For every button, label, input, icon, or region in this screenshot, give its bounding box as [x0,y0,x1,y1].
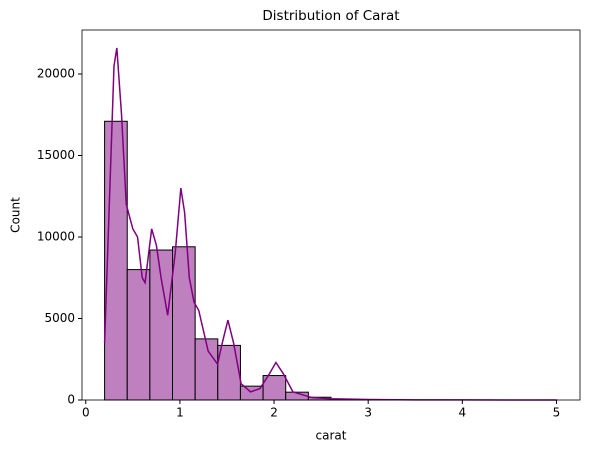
histogram-bar [195,339,218,400]
histogram-bar [173,247,196,400]
chart-title: Distribution of Carat [262,8,399,24]
x-tick-label: 4 [459,406,467,420]
histogram-bar [127,270,150,400]
histogram-bar [150,250,173,400]
y-tick-label: 5000 [44,311,75,325]
x-tick-label: 0 [82,406,90,420]
x-tick-label: 3 [364,406,372,420]
y-axis-label: Count [9,197,23,233]
x-tick-label: 5 [553,406,561,420]
x-tick-label: 2 [270,406,278,420]
y-tick-label: 20000 [37,67,75,81]
x-axis-label: carat [316,429,347,443]
y-tick-label: 15000 [37,148,75,162]
y-tick-label: 0 [67,393,75,407]
x-tick-label: 1 [176,406,184,420]
histogram-bar [218,345,241,400]
y-tick-label: 10000 [37,230,75,244]
